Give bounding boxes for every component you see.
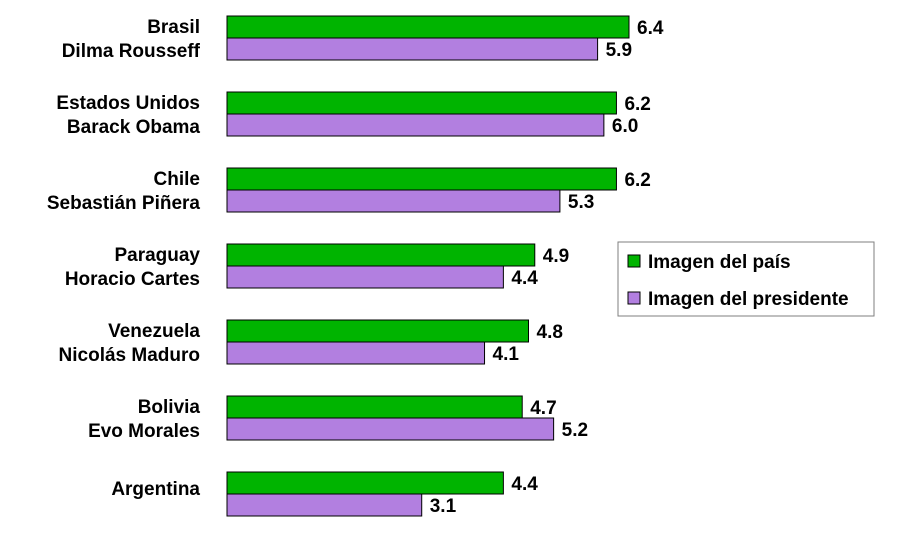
category-label-president: Sebastián Piñera: [47, 193, 201, 214]
value-label-country: 4.8: [537, 322, 563, 343]
legend: Imagen del país Imagen del presidente: [617, 241, 875, 317]
category-labels: Brasil Dilma Rousseff Estados Unidos Barack…: [47, 17, 201, 500]
bar-country: [226, 395, 523, 419]
category-label-country: Bolivia: [138, 397, 201, 418]
bar-country: [226, 243, 536, 267]
value-label-country: 6.4: [637, 18, 664, 39]
bar-country: [226, 167, 617, 191]
value-label-president: 5.3: [568, 192, 594, 213]
category-label-country: Chile: [154, 169, 200, 190]
bar-country: [226, 91, 617, 115]
legend-box: [617, 241, 875, 317]
category-label-country: Venezuela: [108, 321, 200, 342]
category-label-country: Paraguay: [114, 245, 200, 266]
value-label-country: 6.2: [624, 94, 650, 115]
bar-country: [226, 15, 630, 39]
value-label-president: 5.2: [562, 420, 588, 441]
bar-president: [226, 493, 423, 517]
value-label-president: 3.1: [430, 496, 457, 517]
value-labels: 6.45.96.26.06.25.34.94.44.84.14.75.24.43…: [430, 18, 664, 517]
legend-label-country: Imagen del país: [648, 252, 791, 273]
value-label-country: 4.4: [511, 474, 538, 495]
bar-president: [226, 37, 599, 61]
bars: [226, 15, 630, 517]
bar-president: [226, 417, 555, 441]
legend-swatch-president: [627, 291, 641, 305]
bar-president: [226, 265, 504, 289]
category-label-country: Argentina: [111, 479, 200, 500]
bar-president: [226, 341, 486, 365]
value-label-president: 4.4: [511, 268, 538, 289]
bar-country: [226, 471, 504, 495]
bar-president: [226, 113, 605, 137]
value-label-president: 4.1: [493, 344, 520, 365]
value-label-country: 6.2: [624, 170, 650, 191]
value-label-country: 4.9: [543, 246, 569, 267]
value-label-president: 6.0: [612, 116, 638, 137]
bar-country: [226, 319, 529, 343]
category-label-president: Evo Morales: [88, 421, 200, 442]
legend-swatch-country: [627, 254, 641, 268]
category-label-president: Horacio Cartes: [65, 269, 200, 290]
category-label-president: Dilma Rousseff: [62, 41, 201, 62]
category-label-country: Estados Unidos: [56, 93, 200, 114]
category-label-president: Barack Obama: [67, 117, 201, 138]
category-label-country: Brasil: [147, 17, 200, 38]
value-label-president: 5.9: [606, 40, 632, 61]
bar-president: [226, 189, 561, 213]
category-label-president: Nicolás Maduro: [59, 345, 200, 366]
legend-label-president: Imagen del presidente: [648, 289, 849, 310]
value-label-country: 4.7: [530, 398, 556, 419]
